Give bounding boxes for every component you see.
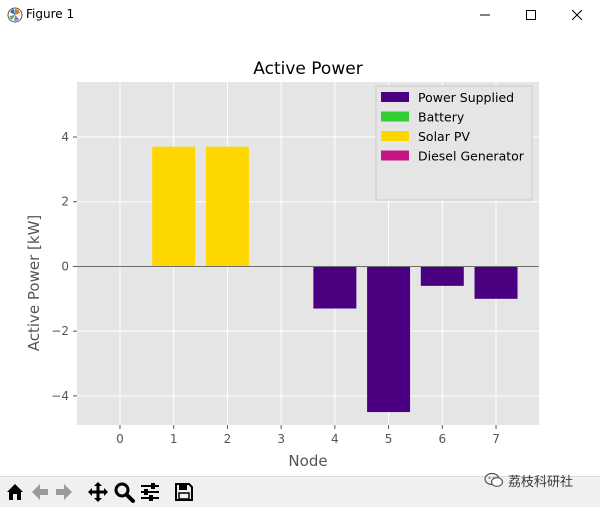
y-ticks: −4 −2 0 2 4 [51,130,77,403]
forward-icon [56,484,72,500]
back-icon [32,484,48,500]
close-button[interactable] [554,0,600,30]
legend-label: Solar PV [418,129,470,144]
zoom-icon [114,482,135,503]
navigation-toolbar [0,476,600,507]
x-tick-label: 1 [170,432,178,446]
home-button[interactable] [3,480,27,504]
forward-button[interactable] [52,480,76,504]
configure-subplots-icon [141,483,159,501]
bars [152,146,518,413]
y-tick-label: 2 [61,195,69,209]
minimize-button[interactable] [462,0,508,30]
save-icon [175,483,193,501]
x-axis-label: Node [288,452,327,470]
watermark-text: 荔枝科研社 [508,474,574,490]
bar-power-supplied-node-7 [474,266,518,299]
x-tick-label: 6 [438,432,446,446]
x-tick-label: 2 [224,432,232,446]
configure-subplots-button[interactable] [138,480,162,504]
matplotlib-icon [7,7,23,23]
legend-swatch [381,92,409,102]
back-button[interactable] [28,480,52,504]
save-button[interactable] [172,480,196,504]
bar-power-supplied-node-5 [367,266,411,413]
y-tick-label: −2 [51,324,69,338]
bar-solar-pv-node-1 [152,146,196,267]
x-ticks: 0 1 2 3 4 5 6 7 [116,425,500,446]
y-axis-label: Active Power [kW] [25,215,43,352]
y-tick-label: −4 [51,389,69,403]
x-tick-label: 5 [385,432,393,446]
pan-icon [88,482,108,502]
legend-label: Battery [418,110,465,125]
maximize-button[interactable] [508,0,554,30]
x-tick-label: 7 [492,432,500,446]
y-tick-label: 0 [61,259,69,273]
x-tick-label: 3 [277,432,285,446]
pan-button[interactable] [86,480,110,504]
bar-solar-pv-node-2 [205,146,249,267]
window-title: Figure 1 [26,7,75,21]
legend-label: Diesel Generator [418,149,525,164]
home-icon [7,484,23,500]
x-tick-label: 4 [331,432,339,446]
chart-title: Active Power [253,59,362,79]
legend-swatch [381,131,409,141]
legend-box [375,85,533,201]
close-icon [572,10,582,20]
x-tick-label: 0 [116,432,124,446]
zoom-button[interactable] [112,480,136,504]
legend-swatch [381,150,409,161]
legend-swatch [381,111,409,122]
bar-chart: −4 −2 0 2 4 0 1 2 3 4 5 6 7 Active Power Node Activ… [25,59,539,470]
maximize-icon [526,10,536,20]
y-tick-label: 4 [61,130,69,144]
minimize-icon [480,14,490,16]
bar-power-supplied-node-4 [313,266,357,309]
legend-label: Power Supplied [418,90,514,105]
watermark: 荔枝科研社 [484,470,573,490]
wechat-icon [484,472,504,487]
title-bar: Figure 1 [0,0,600,31]
bar-power-supplied-node-6 [420,266,464,286]
legend: Power Supplied Battery Solar PV Diesel Gene… [375,85,533,201]
